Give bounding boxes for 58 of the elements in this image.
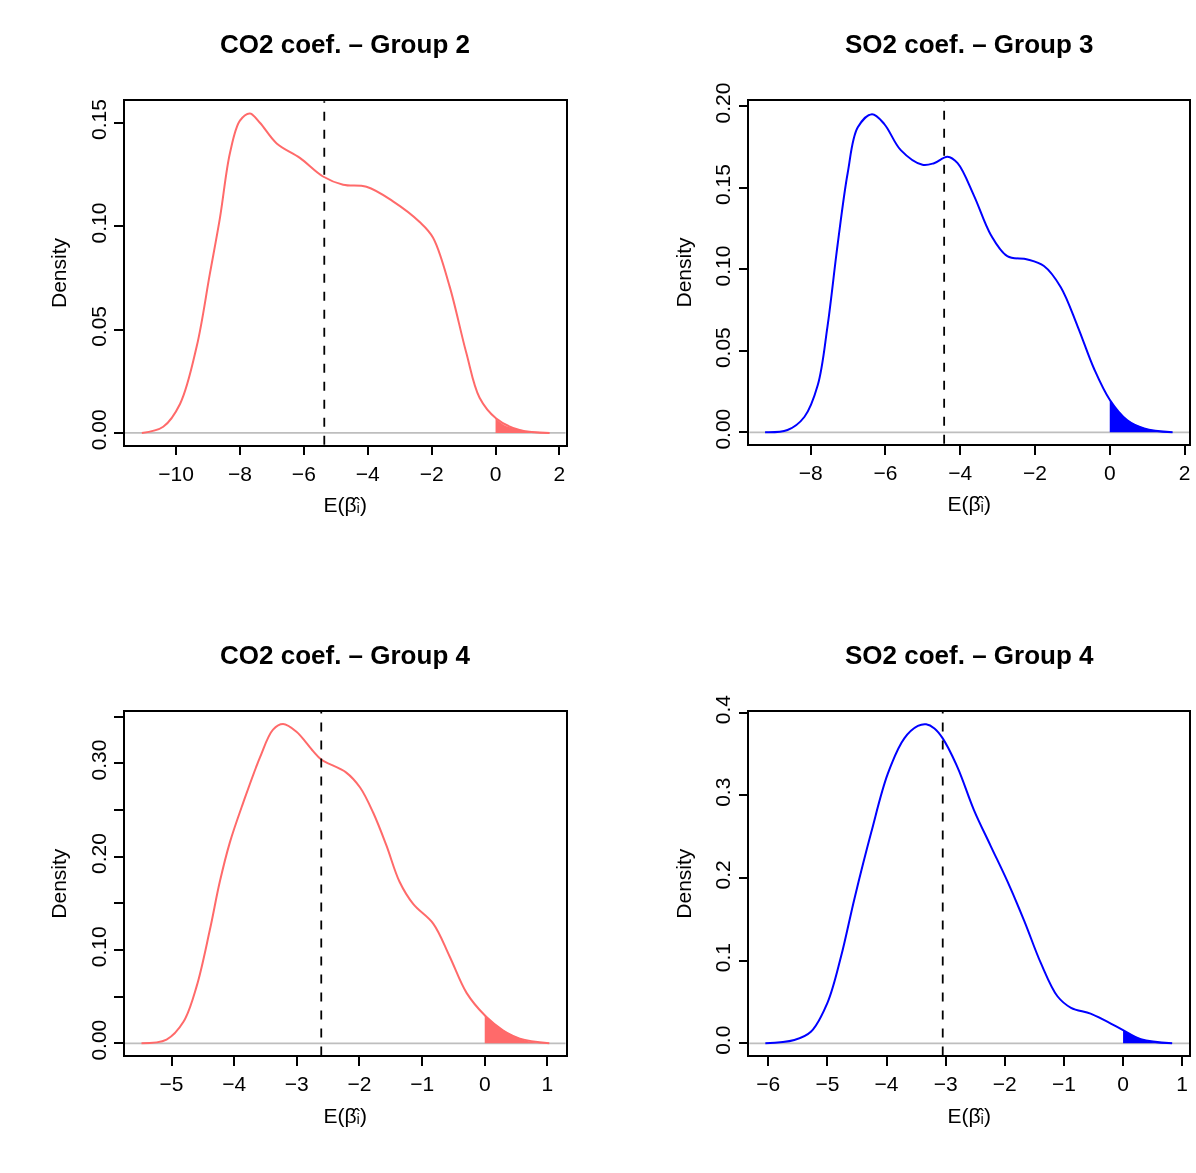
x-tick-label: −4 — [355, 461, 381, 485]
x-tick-label: −2 — [347, 1072, 372, 1096]
y-tick-label: 0.15 — [86, 99, 110, 141]
chart-title: SO2 coef. – Group 4 — [845, 640, 1095, 670]
x-tick-label: 0 — [1103, 460, 1116, 484]
y-tick-label: 0.4 — [711, 694, 735, 725]
x-tick-label: −1 — [1051, 1072, 1076, 1096]
y-tick-label: 0.00 — [711, 408, 735, 450]
y-tick-label: 0.30 — [86, 739, 110, 781]
x-tick-label: −2 — [992, 1072, 1017, 1096]
y-tick-label: 0.10 — [86, 202, 110, 244]
x-tick-label: −1 — [410, 1072, 435, 1096]
x-tick-label: −5 — [159, 1072, 184, 1096]
y-tick-label: 0.20 — [711, 82, 735, 124]
x-tick-label: 0 — [489, 461, 502, 485]
x-tick-label: −8 — [798, 460, 823, 484]
x-tick-label: −3 — [284, 1072, 309, 1096]
x-tick-label: −6 — [756, 1072, 781, 1096]
x-tick-label: −6 — [291, 461, 316, 485]
x-tick-label: −4 — [948, 460, 973, 484]
y-tick-label: 0.00 — [86, 409, 110, 451]
x-tick-label: −4 — [222, 1072, 247, 1096]
y-tick-label: 0.05 — [711, 327, 735, 369]
x-axis-title: E(β̂ᵢ) — [947, 492, 991, 516]
y-axis-title: Density — [47, 848, 71, 919]
x-tick-label: 0 — [478, 1072, 491, 1096]
chart-title: CO2 coef. – Group 2 — [220, 29, 470, 59]
y-tick-label: 0.2 — [711, 860, 735, 890]
x-tick-label: −2 — [1023, 460, 1047, 484]
y-tick-label: 0.15 — [711, 164, 735, 205]
x-tick-label: −8 — [227, 461, 252, 485]
x-tick-label: −4 — [874, 1072, 899, 1096]
y-tick-label: 0.0 — [711, 1025, 735, 1055]
x-tick-label: −10 — [158, 461, 194, 485]
y-tick-label: 0.1 — [711, 942, 735, 973]
y-axis-title: Density — [671, 236, 695, 308]
y-tick-label: 0.3 — [711, 777, 735, 807]
y-axis-title: Density — [47, 237, 71, 308]
x-tick-label: 0 — [1117, 1072, 1129, 1096]
x-tick-label: −3 — [933, 1072, 958, 1096]
x-axis-title: E(β̂ᵢ) — [323, 1104, 367, 1128]
chart-title: SO2 coef. – Group 3 — [845, 29, 1094, 59]
x-tick-label: −2 — [419, 461, 444, 485]
y-tick-label: 0.10 — [86, 926, 110, 968]
x-tick-label: −6 — [873, 460, 898, 484]
y-tick-label: 0.00 — [86, 1019, 110, 1061]
x-tick-label: −5 — [815, 1072, 840, 1096]
x-tick-label: 2 — [1178, 460, 1191, 484]
x-tick-label: 1 — [1176, 1072, 1189, 1096]
y-tick-label: 0.10 — [711, 245, 735, 287]
x-tick-label: 1 — [541, 1072, 554, 1096]
y-tick-label: 0.05 — [86, 305, 110, 347]
y-tick-label: 0.20 — [86, 833, 110, 874]
x-axis-title: E(β̂ᵢ) — [947, 1104, 991, 1128]
y-axis-title: Density — [671, 848, 695, 919]
x-tick-label: 2 — [553, 461, 566, 485]
x-axis-title: E(β̂ᵢ) — [323, 493, 367, 517]
chart-title: CO2 coef. – Group 4 — [220, 640, 471, 670]
